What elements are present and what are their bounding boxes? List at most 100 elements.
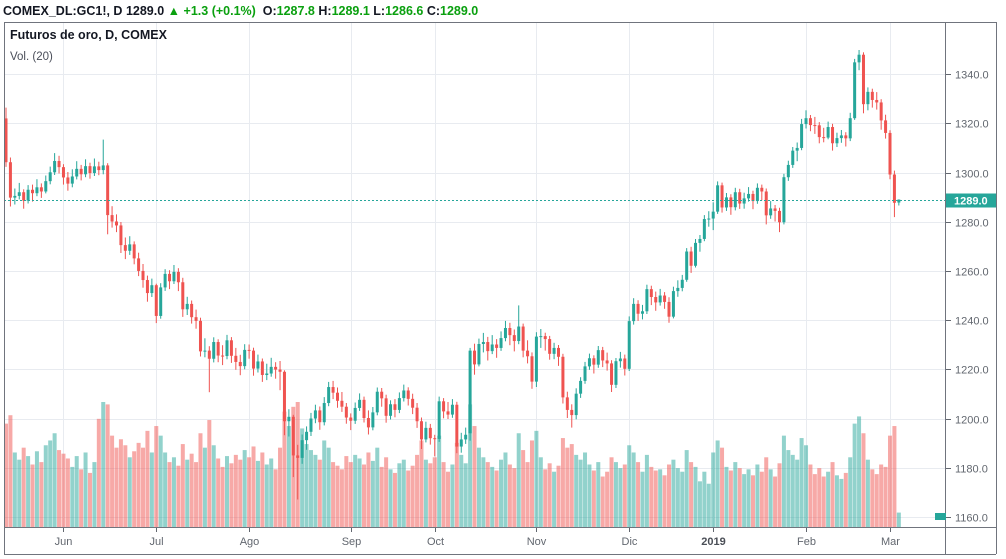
volume-bar[interactable]	[322, 440, 327, 527]
volume-bar[interactable]	[640, 471, 645, 527]
volume-bar[interactable]	[644, 454, 649, 527]
volume-bar[interactable]	[507, 464, 512, 528]
volume-bar[interactable]	[194, 462, 199, 527]
volume-bar[interactable]	[17, 459, 22, 527]
candle[interactable]	[269, 366, 273, 374]
candle[interactable]	[313, 410, 317, 419]
volume-bar[interactable]	[397, 463, 402, 527]
volume-bar[interactable]	[569, 444, 574, 527]
volume-bar[interactable]	[667, 464, 671, 528]
candle[interactable]	[419, 421, 423, 440]
candle[interactable]	[70, 176, 74, 184]
volume-bar[interactable]	[525, 462, 530, 527]
volume-bar[interactable]	[79, 469, 84, 527]
candle[interactable]	[530, 356, 534, 382]
candle[interactable]	[137, 258, 141, 271]
candle[interactable]	[234, 355, 238, 362]
volume-bar[interactable]	[176, 465, 181, 527]
volume-bar[interactable]	[154, 426, 159, 527]
volume-bar[interactable]	[538, 457, 543, 527]
candle[interactable]	[733, 192, 737, 208]
volume-bar[interactable]	[145, 430, 150, 527]
candle[interactable]	[4, 118, 8, 163]
volume-bar[interactable]	[574, 454, 579, 527]
candle[interactable]	[800, 124, 804, 148]
candle[interactable]	[366, 418, 370, 428]
price-scale[interactable]	[945, 22, 997, 527]
volume-bar[interactable]	[848, 457, 853, 527]
volume-bar[interactable]	[746, 469, 751, 527]
volume-bar[interactable]	[326, 447, 331, 527]
volume-bar[interactable]	[384, 457, 389, 527]
candle[interactable]	[48, 172, 52, 182]
volume-bar[interactable]	[273, 469, 278, 527]
volume-bar[interactable]	[118, 439, 123, 527]
candle[interactable]	[685, 251, 689, 280]
candle[interactable]	[26, 189, 30, 201]
volume-bar[interactable]	[693, 466, 698, 527]
candle[interactable]	[632, 303, 636, 322]
candle[interactable]	[247, 349, 251, 351]
candle[interactable]	[760, 187, 764, 192]
volume-bar[interactable]	[264, 464, 269, 528]
volume-bar[interactable]	[609, 457, 614, 527]
candle[interactable]	[618, 358, 622, 362]
volume-bar[interactable]	[423, 459, 428, 527]
candle[interactable]	[424, 427, 428, 440]
volume-bar[interactable]	[578, 459, 583, 527]
volume-bar[interactable]	[874, 474, 879, 527]
volume-bar[interactable]	[437, 435, 442, 527]
candle[interactable]	[397, 398, 401, 410]
candle[interactable]	[694, 242, 698, 266]
candle[interactable]	[375, 391, 379, 413]
candle[interactable]	[132, 244, 136, 259]
candle[interactable]	[499, 338, 503, 348]
candle[interactable]	[123, 245, 127, 251]
candle[interactable]	[278, 369, 282, 372]
volume-bar[interactable]	[21, 447, 26, 527]
volume-bar[interactable]	[812, 474, 817, 527]
candle[interactable]	[548, 339, 552, 354]
candle[interactable]	[658, 295, 662, 303]
candle[interactable]	[450, 404, 454, 415]
candle[interactable]	[508, 328, 512, 336]
candle[interactable]	[671, 291, 675, 317]
volume-bar[interactable]	[799, 438, 804, 527]
volume-bar[interactable]	[627, 445, 632, 527]
candle[interactable]	[389, 404, 393, 416]
volume-bar[interactable]	[278, 447, 283, 527]
candle[interactable]	[831, 127, 835, 144]
candle[interactable]	[587, 358, 591, 367]
candle[interactable]	[415, 407, 419, 422]
volume-bar[interactable]	[348, 462, 353, 527]
candle[interactable]	[490, 344, 494, 352]
candle[interactable]	[579, 380, 583, 394]
volume-bar[interactable]	[463, 463, 468, 527]
candle[interactable]	[22, 192, 26, 201]
volume-bar[interactable]	[662, 475, 667, 527]
volume-bar[interactable]	[185, 459, 190, 527]
candle[interactable]	[57, 160, 61, 168]
volume-bar[interactable]	[653, 470, 658, 527]
candle[interactable]	[318, 410, 322, 423]
candle[interactable]	[437, 401, 441, 439]
candle[interactable]	[181, 282, 185, 310]
volume-bar[interactable]	[260, 452, 265, 527]
candle[interactable]	[764, 191, 768, 216]
volume-bar[interactable]	[96, 418, 101, 527]
volume-bar[interactable]	[43, 445, 48, 527]
volume-bar[interactable]	[313, 454, 318, 527]
volume-bar[interactable]	[366, 452, 371, 527]
candle[interactable]	[287, 416, 291, 422]
candle[interactable]	[119, 225, 123, 246]
candle[interactable]	[778, 210, 781, 223]
volume-bar[interactable]	[52, 433, 57, 527]
volume-bar[interactable]	[70, 466, 75, 527]
volume-bar[interactable]	[61, 453, 66, 527]
candle[interactable]	[640, 311, 644, 314]
volume-bar[interactable]	[207, 420, 212, 527]
volume-bar[interactable]	[110, 435, 115, 527]
candle[interactable]	[185, 303, 189, 310]
candle[interactable]	[654, 297, 658, 303]
